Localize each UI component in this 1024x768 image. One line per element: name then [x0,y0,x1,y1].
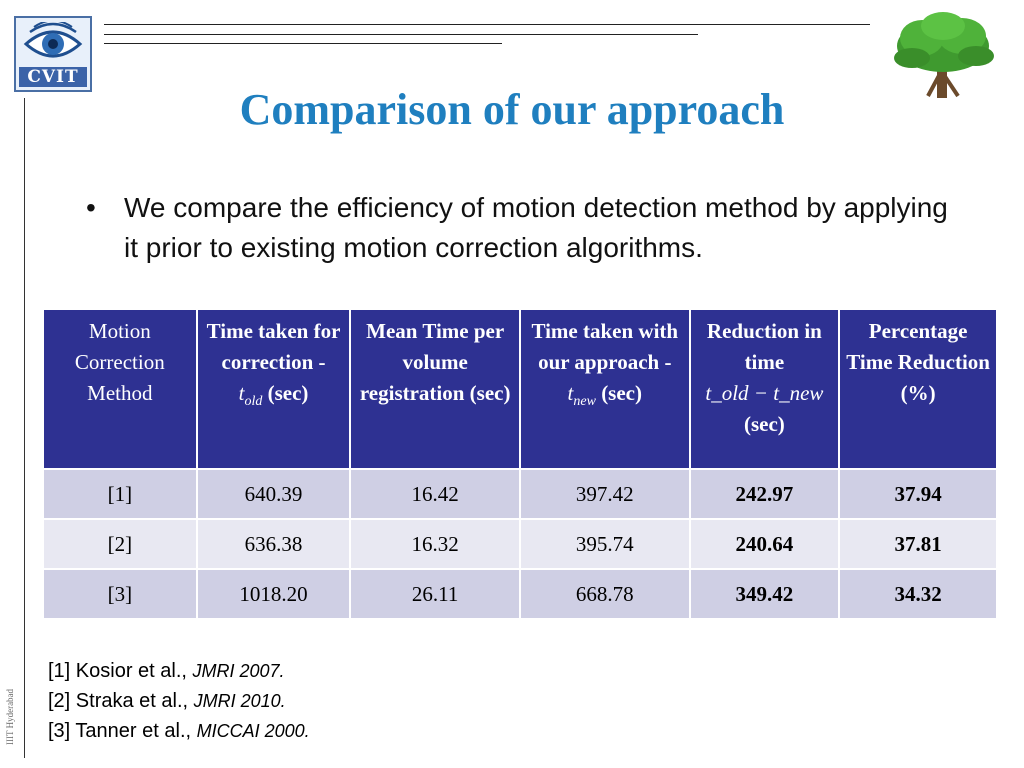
math-t-old: told [238,381,263,410]
cell-method: [3] [42,568,198,620]
cell-time-old: 1018.20 [195,568,352,620]
left-vertical-rule [24,98,25,758]
bullet-point: • We compare the efficiency of motion de… [86,188,966,268]
cell-method: [1] [42,468,198,520]
slide-title: Comparison of our approach [239,85,785,134]
bullet-text: We compare the efficiency of motion dete… [124,192,948,263]
cell-reduction: 242.97 [688,468,841,520]
math-t-new: tnew [567,381,596,410]
table-header-row: Motion Correction Method Time taken for … [42,308,998,470]
header-line-2 [104,34,698,35]
comparison-table: Motion Correction Method Time taken for … [42,308,998,620]
reference-item: [2] Straka et al., JMRI 2010. [48,690,286,712]
cell-percentage: 37.94 [838,468,998,520]
reference-item: [3] Tanner et al., MICCAI 2000. [48,720,310,742]
logo-text: CVIT [19,67,87,87]
cell-time-old: 640.39 [195,468,352,520]
cell-mean-time: 16.42 [349,468,521,520]
cell-time-new: 397.42 [519,468,691,520]
header-time-old: Time taken for correction - told (sec) [195,308,352,470]
cell-percentage: 37.81 [838,518,998,570]
table-row: [3] 1018.20 26.11 668.78 349.42 34.32 [42,568,998,620]
cell-time-new: 395.74 [519,518,691,570]
header-time-new: Time taken with our approach - tnew (sec… [519,308,691,470]
cell-time-old: 636.38 [195,518,352,570]
header-reduction: Reduction in time t_old − t_new (sec) [688,308,841,470]
cell-time-new: 668.78 [519,568,691,620]
references: [1] Kosior et al., JMRI 2007. [2] Straka… [48,656,310,746]
reference-item: [1] Kosior et al., JMRI 2007. [48,660,285,682]
tree-icon [894,12,994,98]
header-percentage: Percentage Time Reduction (%) [838,308,998,470]
cell-method: [2] [42,518,198,570]
cell-mean-time: 26.11 [349,568,521,620]
cell-percentage: 34.32 [838,568,998,620]
header-method: Motion Correction Method [42,308,198,470]
header-mean-time: Mean Time per volume registration (sec) [349,308,521,470]
table-row: [2] 636.38 16.32 395.74 240.64 37.81 [42,518,998,570]
header-line-1 [104,24,870,25]
eye-icon [23,22,83,58]
footer-label: IIIT Hyderabad [5,688,15,745]
math-reduction: t_old − t_new [705,381,824,405]
header-line-3 [104,43,502,44]
cell-reduction: 349.42 [688,568,841,620]
cell-mean-time: 16.32 [349,518,521,570]
table-row: [1] 640.39 16.42 397.42 242.97 37.94 [42,468,998,520]
cell-reduction: 240.64 [688,518,841,570]
bullet-icon: • [86,192,96,223]
cvit-logo: CVIT [14,16,92,92]
